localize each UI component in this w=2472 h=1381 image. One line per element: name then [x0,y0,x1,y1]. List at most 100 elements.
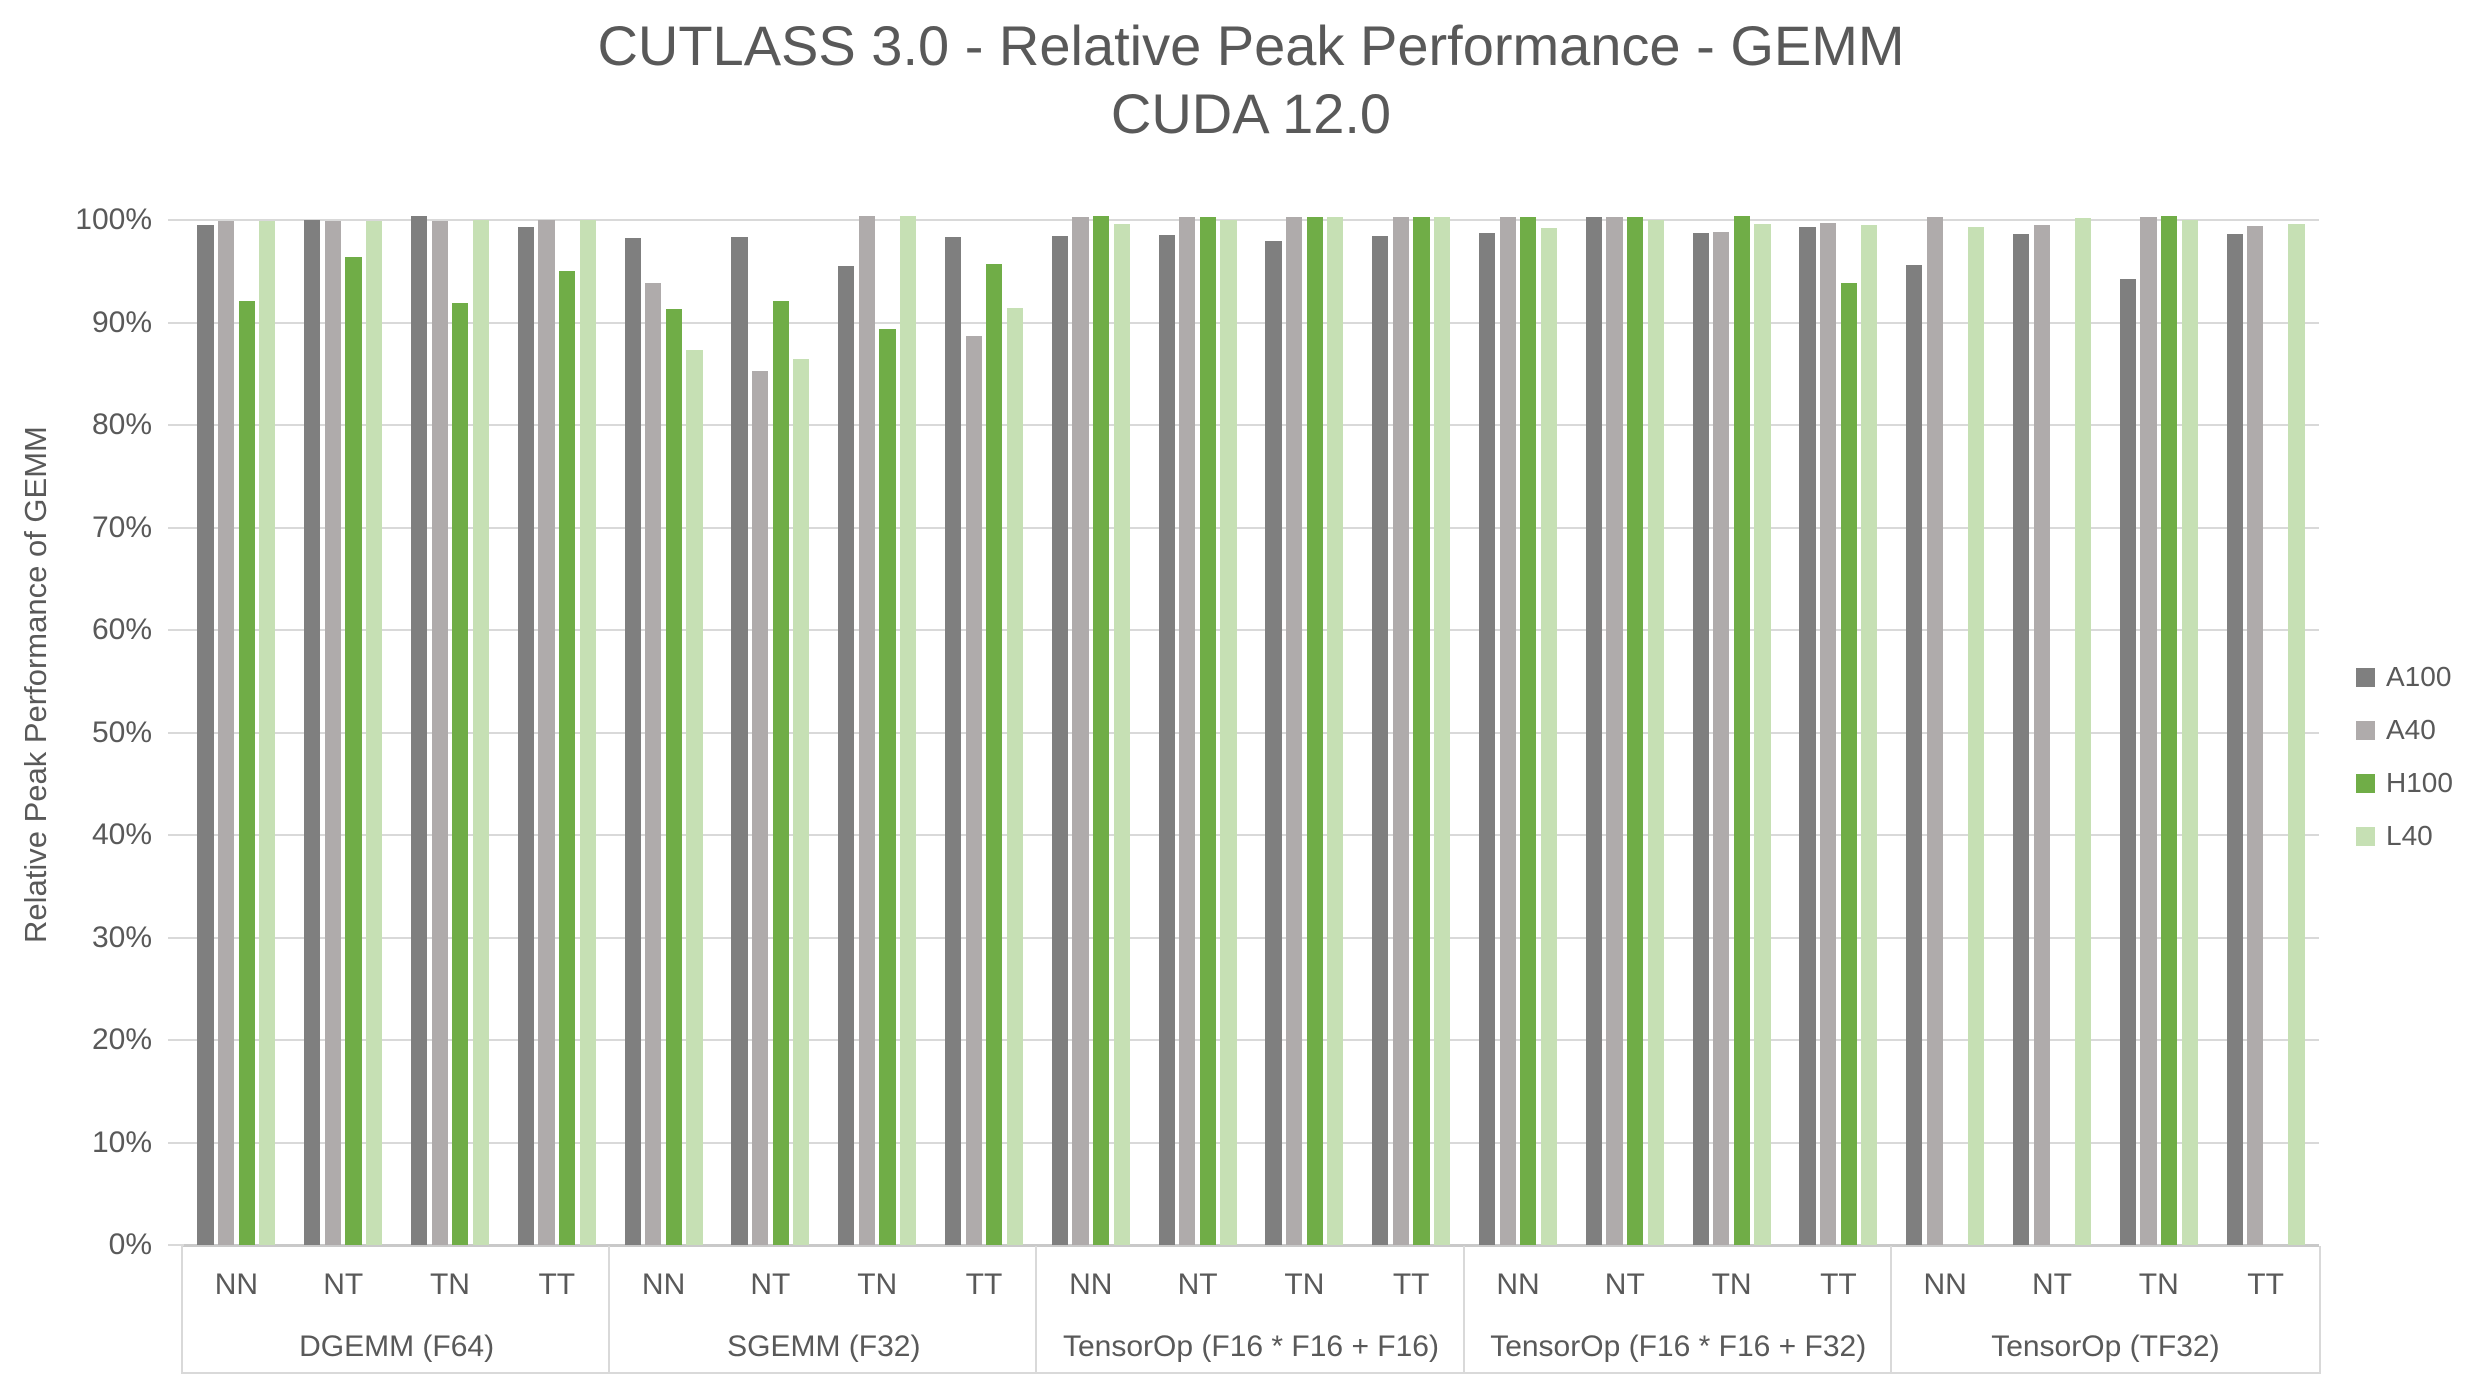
bar-H100-DGEMM (F64)-NT [345,256,362,1245]
gridline [183,1141,2319,1144]
bar-A100-TensorOp (F16 * F16 + F32)-TT [1799,227,1816,1245]
y-axis-tick-label: 20% [91,1023,152,1056]
legend-label: A100 [2386,661,2452,692]
x-axis-line [183,1244,2319,1247]
axis-bottom-border [181,1372,2321,1374]
chart-title: CUTLASS 3.0 - Relative Peak Performance … [183,12,2319,148]
bar-H100-TensorOp (F16 * F16 + F32)-NN [1520,216,1537,1245]
gridline [183,834,2319,836]
bar-H100-TensorOp (F16 * F16 + F16)-NN [1093,215,1110,1245]
bar-H100-TensorOp (F16 * F16 + F32)-TN [1733,215,1750,1245]
bar-A100-TensorOp (TF32)-TT [2226,234,2243,1245]
bar-A40-TensorOp (F16 * F16 + F16)-TT [1392,216,1409,1245]
bar-A100-DGEMM (F64)-NT [304,220,321,1245]
y-axis-tick-label: 40% [91,818,152,851]
category-label: TT [1820,1268,1857,1301]
bar-A100-SGEMM (F32)-TN [838,266,855,1245]
bar-A40-TensorOp (TF32)-NT [2033,225,2050,1245]
category-label: TN [429,1268,470,1301]
y-axis-tick [168,1039,184,1041]
bar-A100-TensorOp (F16 * F16 + F16)-NN [1051,236,1068,1245]
axis-divider [181,1246,183,1372]
category-label: NT [750,1268,791,1301]
bar-A100-TensorOp (TF32)-NT [2013,234,2030,1245]
y-axis-tick [168,834,184,836]
category-label: NT [1604,1268,1645,1301]
bar-H100-DGEMM (F64)-NN [238,300,255,1245]
bar-L40-TensorOp (F16 * F16 + F16)-NT [1220,220,1237,1245]
axis-divider [1035,1246,1038,1372]
axis-divider [1462,1246,1465,1372]
legend-swatch-icon [2356,826,2375,846]
category-label: NN [214,1268,259,1301]
group-label: DGEMM (F64) [299,1330,495,1363]
category-label: NN [641,1268,686,1301]
bar-H100-SGEMM (F32)-NN [665,309,682,1245]
bar-A40-TensorOp (F16 * F16 + F32)-TN [1713,232,1730,1245]
category-label: TT [2247,1268,2284,1301]
bar-A40-TensorOp (F16 * F16 + F16)-NN [1072,216,1089,1245]
y-axis-tick [168,1141,184,1144]
y-axis-tick [168,936,184,939]
bar-A40-DGEMM (F64)-NT [324,221,341,1245]
bar-L40-TensorOp (F16 * F16 + F32)-TN [1754,224,1771,1245]
bar-A100-DGEMM (F64)-TN [411,215,428,1245]
bar-A40-DGEMM (F64)-TN [431,221,448,1245]
category-label: TT [538,1268,576,1301]
legend-item-A100: A100 [2356,661,2453,692]
bar-A100-TensorOp (F16 * F16 + F16)-NT [1158,235,1175,1245]
bar-A100-TensorOp (F16 * F16 + F32)-NN [1479,233,1496,1245]
y-axis-tick [168,219,184,221]
legend-item-L40: L40 [2356,820,2453,851]
bar-L40-SGEMM (F32)-TN [900,215,917,1245]
bar-H100-DGEMM (F64)-TT [559,271,576,1245]
bar-A100-TensorOp (TF32)-NN [1906,265,1923,1245]
group-label: SGEMM (F32) [727,1330,921,1363]
y-axis-tick [168,629,184,631]
y-axis-tick-label: 80% [91,408,152,441]
bar-A100-DGEMM (F64)-TT [517,227,534,1245]
y-axis-tick-label: 100% [75,203,152,236]
category-label: NT [323,1268,364,1301]
axis-divider [1889,1246,1892,1372]
legend-item-H100: H100 [2356,767,2453,798]
bar-A100-SGEMM (F32)-NN [624,238,641,1245]
bar-A40-SGEMM (F32)-TT [965,335,982,1245]
bar-H100-TensorOp (F16 * F16 + F32)-NT [1627,216,1644,1245]
y-axis-tick-label: 10% [91,1125,152,1159]
category-label: TN [857,1268,898,1301]
bar-L40-TensorOp (F16 * F16 + F16)-TN [1327,216,1344,1245]
bar-L40-TensorOp (F16 * F16 + F16)-TT [1434,216,1451,1245]
bar-L40-TensorOp (TF32)-NT [2074,217,2091,1245]
bar-A40-TensorOp (F16 * F16 + F32)-NN [1499,216,1516,1245]
legend: A100 A40 H100 L40 [2356,661,2453,874]
bar-L40-SGEMM (F32)-NT [793,359,810,1245]
category-label: TN [1284,1268,1325,1301]
category-label: NN [1923,1268,1967,1301]
gridline [183,629,2319,631]
gridline [183,526,2319,529]
bar-H100-TensorOp (F16 * F16 + F16)-TN [1306,216,1323,1245]
group-label: TensorOp (TF32) [1991,1330,2220,1363]
bar-A40-SGEMM (F32)-TN [858,215,875,1245]
legend-label: L40 [2386,820,2433,851]
bar-A100-TensorOp (F16 * F16 + F16)-TT [1372,236,1389,1245]
axis-divider [2319,1246,2321,1372]
category-label: NN [1069,1268,1113,1301]
y-axis-tick-label: 50% [91,715,152,749]
bar-H100-DGEMM (F64)-TN [452,303,469,1245]
category-label: TN [2138,1268,2179,1301]
legend-label: A40 [2386,714,2436,745]
bar-H100-TensorOp (F16 * F16 + F16)-TT [1413,216,1430,1245]
bar-L40-DGEMM (F64)-NN [259,221,276,1245]
bar-H100-SGEMM (F32)-TN [879,328,896,1245]
gridline [183,936,2319,939]
bar-L40-TensorOp (TF32)-TN [2181,220,2198,1245]
y-axis-tick-label: 70% [91,510,152,544]
gridline [183,731,2319,734]
legend-label: H100 [2386,767,2453,798]
bar-A40-TensorOp (F16 * F16 + F32)-NT [1606,216,1623,1245]
gridline [183,321,2319,324]
bar-A40-TensorOp (F16 * F16 + F16)-TN [1286,216,1303,1245]
